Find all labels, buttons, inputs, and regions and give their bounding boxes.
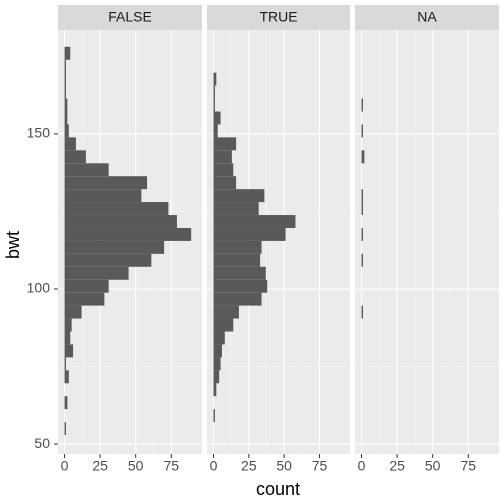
bar	[213, 240, 262, 254]
y-tick-label: 100	[27, 280, 51, 296]
bar	[64, 202, 169, 216]
bar	[361, 98, 363, 112]
bar	[213, 176, 237, 190]
strip	[207, 5, 350, 30]
strip-label: TRUE	[259, 9, 297, 25]
bar	[213, 409, 215, 423]
bar	[64, 292, 105, 306]
bar	[64, 396, 68, 410]
bar	[213, 253, 261, 267]
bar	[213, 370, 220, 384]
bar	[64, 305, 82, 319]
bar	[64, 266, 129, 280]
x-tick-label: 0	[358, 458, 366, 474]
bar	[64, 72, 66, 86]
x-tick-label: 25	[389, 458, 405, 474]
bar	[64, 215, 177, 228]
bar	[213, 150, 232, 164]
x-tick-label: 75	[163, 458, 179, 474]
panel	[355, 30, 499, 454]
bar	[64, 318, 72, 332]
y-tick-label: 50	[34, 435, 50, 451]
x-tick-label: 50	[276, 458, 292, 474]
bar	[64, 98, 68, 112]
strip	[355, 5, 499, 30]
bar	[64, 137, 76, 151]
x-tick-label: 75	[460, 458, 476, 474]
bar	[361, 189, 363, 203]
bar	[361, 305, 363, 319]
bar	[361, 253, 363, 267]
bar	[64, 189, 142, 203]
x-tick-label: 50	[425, 458, 441, 474]
bar	[64, 59, 66, 73]
bar	[64, 253, 152, 267]
x-axis-title: count	[256, 479, 300, 499]
bar	[64, 111, 68, 125]
bar	[64, 279, 109, 293]
bar	[64, 422, 66, 436]
strip-label: NA	[417, 9, 437, 25]
bar	[64, 85, 66, 99]
bar	[64, 240, 165, 254]
bar	[213, 227, 286, 241]
bar	[361, 227, 363, 241]
bar	[213, 331, 225, 345]
x-tick-label: 0	[61, 458, 69, 474]
strip	[58, 5, 202, 30]
bar	[213, 124, 218, 138]
bar	[213, 292, 262, 306]
bar	[213, 318, 234, 332]
bar	[64, 176, 148, 190]
bar	[361, 124, 363, 138]
x-tick-label: 50	[128, 458, 144, 474]
bar	[64, 357, 66, 371]
bar	[64, 46, 71, 60]
bar	[213, 72, 217, 86]
y-axis-title: bwt	[3, 231, 23, 259]
bar	[213, 189, 265, 203]
bar	[213, 202, 259, 216]
bar	[361, 202, 363, 216]
x-tick-label: 25	[241, 458, 257, 474]
bar	[213, 279, 268, 293]
bar	[213, 163, 234, 177]
bar	[64, 344, 74, 358]
bar	[213, 85, 215, 99]
bar	[64, 150, 86, 164]
bar	[213, 215, 296, 228]
bar	[64, 124, 69, 138]
bar	[213, 266, 266, 280]
bar	[213, 137, 237, 151]
bar	[213, 357, 221, 371]
bar	[213, 305, 239, 319]
bar	[64, 163, 109, 177]
x-tick-label: 0	[210, 458, 218, 474]
bar	[64, 331, 71, 345]
strip-label: FALSE	[108, 9, 152, 25]
bar	[64, 227, 192, 241]
bar	[213, 344, 222, 358]
bar	[213, 383, 217, 397]
y-tick-label: 150	[27, 125, 51, 141]
bar	[64, 370, 69, 384]
x-tick-label: 75	[312, 458, 328, 474]
bar	[213, 111, 221, 125]
bar	[361, 150, 365, 164]
bar	[213, 98, 215, 112]
x-tick-label: 25	[92, 458, 108, 474]
